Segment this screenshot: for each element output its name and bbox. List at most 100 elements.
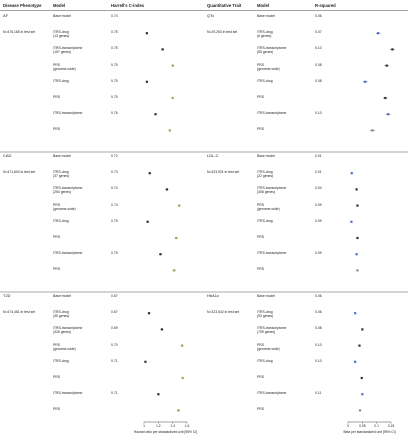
model-label: Base model [257,154,275,158]
estimate-point [159,253,162,256]
panel-right: Quantitative Trait Model R-squared QTc N=29,… [204,0,408,440]
panel-left: Disease Phenotype Model Harrell's C-index A… [0,0,204,440]
estimate-point [146,220,149,223]
estimate-point [350,172,353,175]
metric-value: 0.74 [111,202,118,207]
model-label: PRS [257,127,264,132]
model-label: ITRS-transcriptome [53,251,83,256]
x-tick-label: 0.05 [359,424,366,428]
metric-value: 0.74 [111,186,118,191]
metric-value: 0.10 [315,46,322,51]
model-label: ITRS-transcriptome [53,111,83,116]
model-label: PRS [257,235,264,239]
model-label: ITRS-drug [53,218,69,223]
header-model: Model [257,3,270,8]
metric-value: 0.09 [315,202,322,207]
estimate-point [384,96,387,100]
x-tick-label: 0 [347,424,349,428]
model-label: ITRS-drug (37 genes) [53,170,70,179]
model-label: PRS [53,267,60,272]
estimate-point [356,204,359,207]
group-sample-size: N=323,542 in test set [207,310,240,314]
model-label: PRS [257,95,264,99]
metric-value: 0.01 [315,154,322,158]
metric-value: 0.06 [315,14,322,18]
model-label: ITRS-transcriptome [53,391,83,396]
estimate-point [358,344,361,347]
estimate-point [154,113,157,116]
group-sample-size: N=323,931 in test set [207,170,240,174]
model-label: ITRS-transcriptome (308 genes) [257,186,287,195]
model-label: PRS [53,95,60,99]
model-label: PRS [257,375,264,379]
model-label: ITRS-drug [53,78,69,83]
metric-value: 0.75 [111,218,118,223]
model-label: ITRS-drug (6 genes) [257,30,273,39]
model-label: ITRS-drug [257,78,273,83]
model-label: ITRS-drug [53,358,69,363]
model-label: PRS (genome-wide) [257,342,280,351]
group-sample-size: N=471,600 in test set [3,170,36,174]
metric-value: 0.06 [315,294,322,298]
model-label: ITRS-transcriptome [257,391,287,396]
estimate-point [355,253,358,256]
model-label: ITRS-drug (35 genes) [53,310,70,319]
metric-value: 0.07 [315,30,322,35]
estimate-point [145,80,148,83]
model-label: PRS (genome-wide) [53,62,76,71]
estimate-point [157,393,160,396]
header-phenotype: Quantitative Trait [207,3,242,8]
estimate-point [160,328,164,331]
metric-value: 0.71 [111,358,118,363]
model-label: PRS (genome-wide) [53,202,76,211]
estimate-point [356,236,359,240]
estimate-point [350,220,353,223]
metric-value: 0.09 [315,218,322,223]
estimate-point [147,312,151,315]
metric-value: 0.08 [315,62,322,67]
metric-value: 0.69 [111,326,118,331]
metric-value: 0.76 [111,111,118,116]
estimate-point [377,32,380,35]
group-name: QTc [207,13,215,18]
estimate-point [171,64,174,67]
estimate-point [148,172,151,175]
model-label: PRS [53,375,60,379]
metric-value: 0.04 [315,186,322,191]
estimate-point [168,129,171,132]
x-tick-label: 1.4 [170,424,175,428]
x-tick-label: 1 [143,424,145,428]
group-name: HbA1c [207,293,220,298]
model-label: PRS [257,407,264,412]
plot-area-right [204,10,408,424]
x-tick-label: 1.6 [184,424,190,428]
model-label: ITRS-transcriptome (799 genes) [257,326,287,335]
estimate-point [354,312,357,315]
model-label: Base model [53,294,71,298]
x-axis-label: Beta per standardized unit [95% CI] [343,430,396,434]
estimate-point [391,48,394,51]
estimate-point [161,48,164,51]
x-tick-label: 1.2 [156,424,161,428]
metric-value: 0.75 [111,62,118,67]
metric-value: 0.08 [315,78,322,83]
model-label: Base model [53,14,71,18]
header-phenotype: Disease Phenotype [3,3,42,8]
header-metric: Harrell's C-index [111,3,145,8]
model-label: Base model [53,154,71,158]
estimate-point [173,269,176,272]
group-name: CAD [3,153,12,158]
header-model: Model [53,3,66,8]
metric-value: 0.75 [111,30,118,35]
estimate-point [371,129,374,132]
x-axis-label: Hazard ratio per standardized unit [95% … [133,430,198,434]
estimate-point [181,376,184,380]
model-label: ITRS-transcriptome (197 genes) [53,46,83,55]
model-label: ITRS-drug (93 genes) [257,310,274,319]
metric-value: 0.67 [111,310,118,315]
model-label: ITRS-drug [257,218,273,223]
estimate-point [361,393,364,396]
model-label: ITRS-drug (22 genes) [257,170,274,179]
estimate-point [175,236,178,240]
metric-value: 0.70 [111,342,118,347]
